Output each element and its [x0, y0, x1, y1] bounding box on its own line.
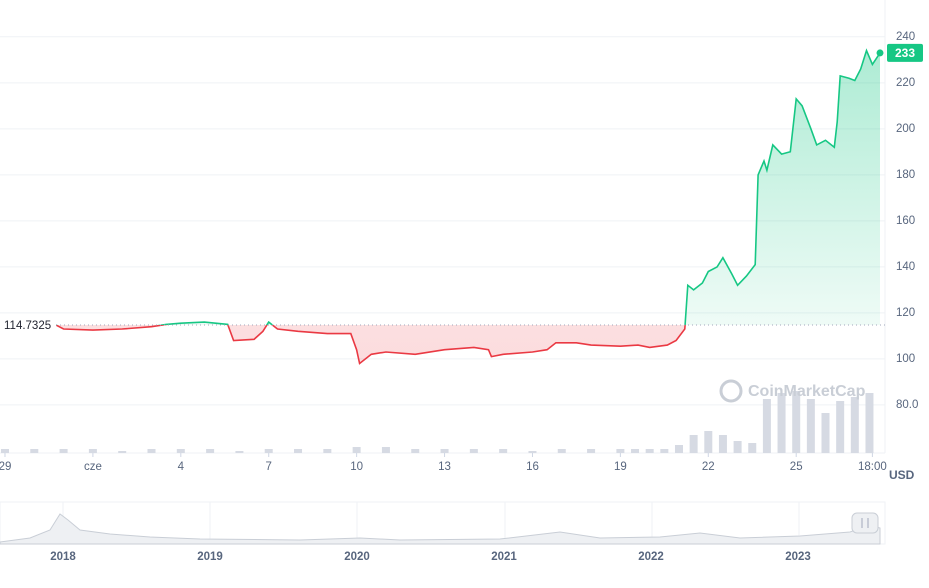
volume-bar	[865, 393, 874, 453]
x-tick-label: cze	[84, 461, 102, 473]
volume-bar	[777, 393, 786, 453]
volume-bar	[206, 449, 215, 453]
current-price-badge	[887, 43, 923, 62]
volume-bar	[557, 449, 566, 453]
volume-bar	[88, 449, 97, 453]
volume-bar	[821, 413, 830, 453]
watermark: CoinMarketCap	[748, 383, 866, 400]
watermark-logo	[719, 379, 743, 403]
volume-bar	[440, 449, 449, 453]
y-tick-label: 120	[896, 307, 915, 319]
x-tick-label: 10	[350, 461, 363, 473]
volume-bar	[235, 451, 244, 453]
volume-bar	[323, 449, 332, 453]
x-tick-label: 18:00	[858, 461, 887, 473]
y-tick-label: 240	[896, 31, 915, 43]
y-tick-label: 200	[896, 123, 915, 135]
volume-bar	[733, 441, 742, 453]
navigator-year: 2018	[50, 551, 76, 563]
x-tick-label: 4	[178, 461, 185, 473]
y-tick-label: 220	[896, 77, 915, 89]
volume-bar	[718, 435, 727, 453]
volume-bar	[469, 449, 478, 453]
volume-bar	[0, 449, 9, 453]
navigator-handle[interactable]	[851, 512, 879, 534]
x-tick-label: 7	[266, 461, 272, 473]
volume-bar	[587, 449, 596, 453]
y-tick-label: 100	[896, 353, 915, 365]
y-tick-label: 160	[896, 215, 915, 227]
volume-bar	[645, 449, 654, 453]
volume-bar	[294, 449, 303, 453]
volume-bar	[704, 431, 713, 453]
price-line-up	[54, 48, 881, 326]
navigator-year: 2022	[638, 551, 664, 563]
x-tick-label: 22	[702, 461, 715, 473]
current-price-label: 233	[895, 46, 915, 60]
volume-bar	[147, 449, 156, 453]
x-tick-label: 25	[790, 461, 803, 473]
volume-bar	[59, 449, 68, 453]
navigator-year: 2023	[785, 551, 811, 563]
volume-bar	[631, 449, 640, 453]
volume-bar	[850, 397, 859, 453]
x-tick-label: 13	[438, 461, 451, 473]
volume-bar	[748, 443, 757, 453]
current-dot	[876, 49, 884, 57]
navigator-year: 2021	[491, 551, 517, 563]
volume-bar	[381, 447, 390, 453]
volume-bar	[118, 451, 127, 453]
volume-bar	[660, 449, 669, 453]
volume-bar	[689, 435, 698, 453]
x-tick-label: 19	[614, 461, 627, 473]
volume-bar	[836, 401, 845, 453]
x-tick-label: 16	[526, 461, 539, 473]
price-line-down	[54, 325, 686, 365]
volume-bar	[674, 445, 683, 453]
volume-bar	[352, 447, 361, 453]
volume-bar	[264, 449, 273, 453]
volume-bar	[762, 399, 771, 453]
volume-bar	[792, 391, 801, 453]
area-down	[54, 325, 880, 364]
x-tick-label: 29	[0, 461, 11, 473]
volume-bar	[30, 449, 39, 453]
volume-bar	[499, 449, 508, 453]
y-unit: USD	[889, 468, 915, 482]
navigator-year: 2019	[197, 551, 223, 563]
y-tick-label: 80.0	[896, 399, 918, 411]
volume-bar	[411, 449, 420, 453]
volume-bar	[806, 399, 815, 453]
volume-bar	[528, 451, 537, 453]
volume-bar	[176, 449, 185, 453]
navigator-year: 2020	[344, 551, 370, 563]
y-tick-label: 140	[896, 261, 915, 273]
volume-bar	[616, 449, 625, 453]
baseline-label-bg	[0, 317, 56, 334]
y-tick-label: 180	[896, 169, 915, 181]
baseline-label: 114.7325	[4, 320, 51, 332]
area-up	[54, 50, 880, 326]
